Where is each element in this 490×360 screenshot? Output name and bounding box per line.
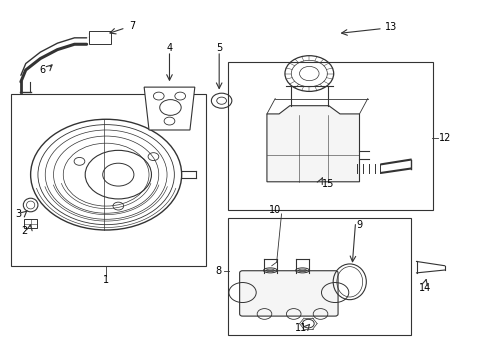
Text: 10: 10 bbox=[269, 205, 281, 215]
Text: 13: 13 bbox=[385, 22, 397, 32]
Text: 7: 7 bbox=[129, 21, 135, 31]
Text: 15: 15 bbox=[322, 179, 334, 189]
Bar bbox=[228, 62, 433, 210]
Text: 8: 8 bbox=[215, 266, 221, 276]
Bar bbox=[89, 31, 111, 44]
Bar bbox=[228, 217, 411, 336]
Text: 6: 6 bbox=[40, 65, 46, 75]
Text: 11: 11 bbox=[295, 323, 307, 333]
Text: 4: 4 bbox=[167, 43, 172, 53]
FancyBboxPatch shape bbox=[240, 271, 338, 316]
Text: 12: 12 bbox=[439, 133, 451, 143]
Bar bbox=[11, 94, 206, 266]
Text: 1: 1 bbox=[103, 275, 109, 285]
Text: 2: 2 bbox=[21, 226, 27, 236]
Text: 5: 5 bbox=[216, 43, 222, 53]
Text: 14: 14 bbox=[419, 283, 431, 293]
Bar bbox=[24, 219, 37, 228]
Text: 9: 9 bbox=[356, 220, 363, 230]
Text: 3: 3 bbox=[15, 209, 22, 219]
Polygon shape bbox=[144, 87, 195, 130]
Polygon shape bbox=[267, 106, 360, 182]
